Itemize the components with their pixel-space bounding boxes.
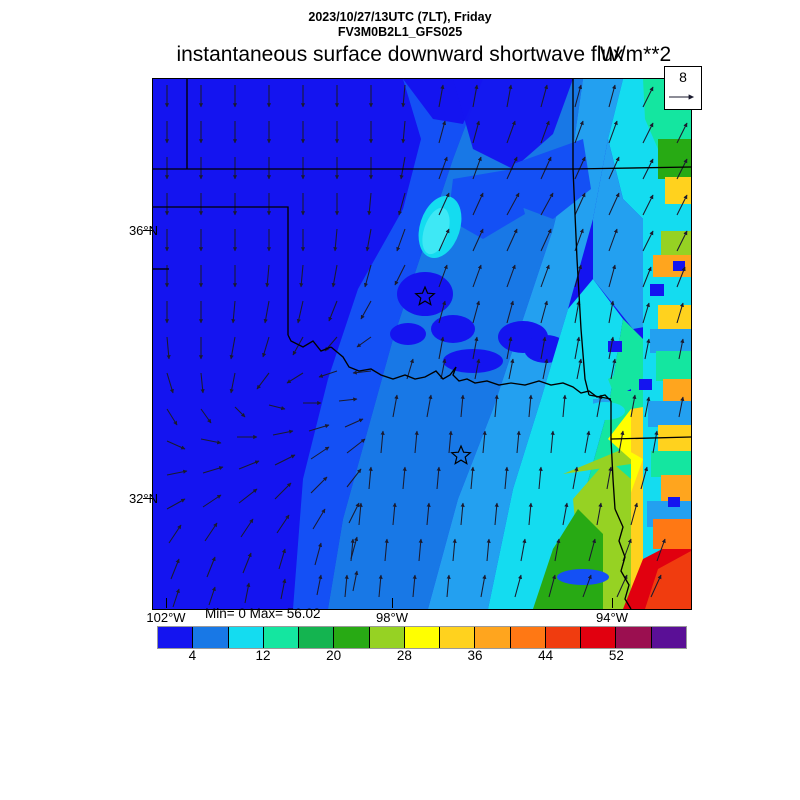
page-title: instantaneous surface downward shortwave… [176, 43, 624, 66]
colorbar-swatch-6[interactable] [369, 627, 405, 648]
colorbar-swatch-1[interactable] [193, 627, 229, 648]
colorbar-swatch-13[interactable] [616, 627, 652, 648]
colorbar-tick-28: 28 [396, 648, 412, 663]
map-plot-area[interactable] [152, 78, 692, 610]
x-tick-label-94w: 94°W [596, 610, 628, 625]
map-canvas [153, 79, 691, 609]
colorbar-swatch-4[interactable] [299, 627, 335, 648]
right-arrow-icon [669, 94, 695, 100]
x-tick-mark-98w [392, 598, 393, 608]
state-boundaries [153, 79, 691, 609]
x-tick-mark-94w [612, 598, 613, 608]
x-tick-label-102w: 102°W [146, 610, 186, 625]
colorbar-tick-52: 52 [608, 648, 624, 663]
colorbar-tick-36: 36 [467, 648, 483, 663]
title-block: 2023/10/27/13UTC (7LT), Friday FV3M0B2L1… [0, 10, 800, 40]
colorbar-swatch-11[interactable] [545, 627, 582, 648]
y-tick-mark-32n [143, 498, 153, 499]
title-model-line: FV3M0B2L1_GFS025 [337, 25, 463, 39]
y-tick-mark-36n [143, 230, 153, 231]
colorbar-swatch-8[interactable] [440, 627, 476, 648]
reference-vector-legend: 8 [664, 66, 702, 110]
colorbar-swatch-9[interactable] [475, 627, 511, 648]
x-tick-label-98w: 98°W [376, 610, 408, 625]
colorbar-swatch-3[interactable] [263, 627, 300, 648]
station-star-marker [414, 285, 436, 306]
colorbar-tick-20: 20 [326, 648, 342, 663]
min-max-stats: Min= 0 Max= 56.02 [205, 606, 321, 621]
colorbar-swatch-7[interactable] [404, 627, 441, 648]
colorbar-tick-4: 4 [188, 648, 197, 663]
reference-vector-value: 8 [679, 69, 687, 85]
units-label: W/m**2 [600, 43, 672, 66]
colorbar-tick-12: 12 [255, 648, 271, 663]
colorbar-swatch-2[interactable] [228, 627, 264, 648]
colorbar-tick-44: 44 [538, 648, 554, 663]
colorbar-swatch-10[interactable] [510, 627, 546, 648]
colorbar-swatch-14[interactable] [651, 627, 686, 648]
colorbar-swatch-12[interactable] [581, 627, 617, 648]
station-star-marker [450, 444, 472, 465]
colorbar-swatch-0[interactable] [158, 627, 194, 648]
title-date-line: 2023/10/27/13UTC (7LT), Friday [308, 10, 492, 24]
colorbar[interactable] [157, 626, 687, 649]
colorbar-swatch-5[interactable] [334, 627, 370, 648]
x-tick-mark-102w [166, 598, 167, 608]
